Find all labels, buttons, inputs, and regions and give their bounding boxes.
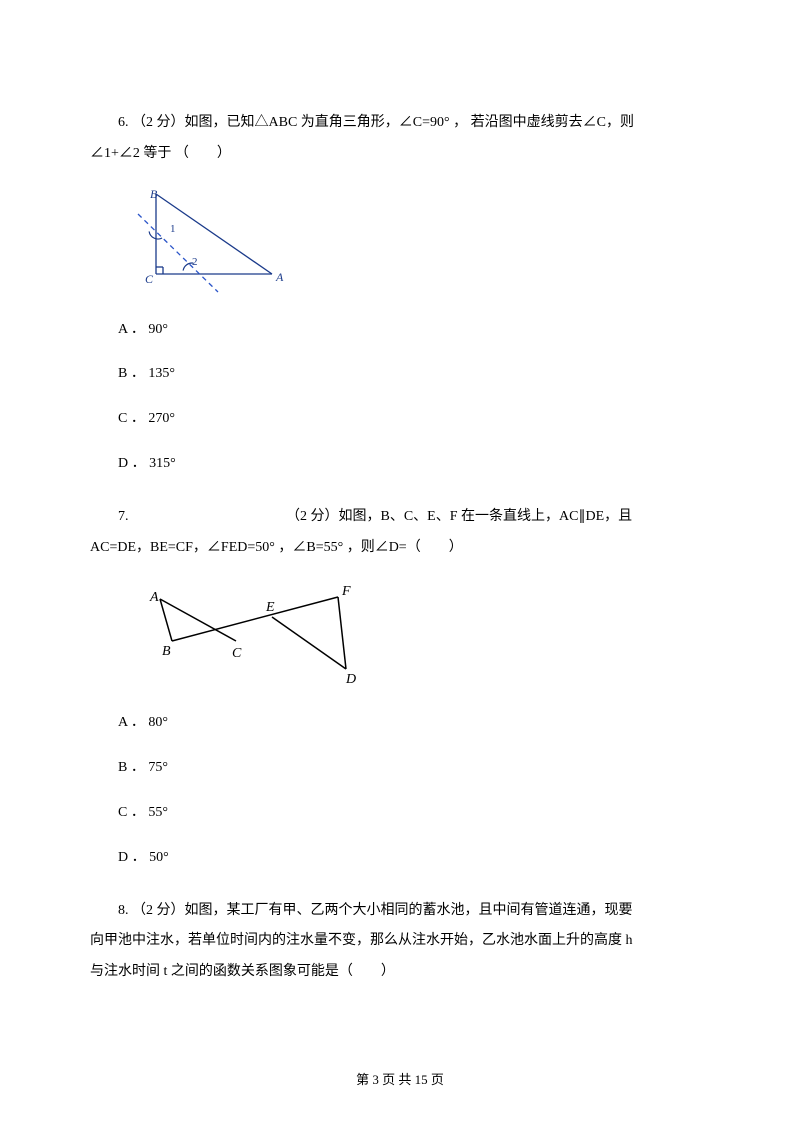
q6-stem-line2: ∠1+∠2 等于 （ ） (90, 139, 710, 170)
q8-line1: 8. （2 分）如图，某工厂有甲、乙两个大小相同的蓄水池，且中间有管道连通，现要 (90, 896, 710, 927)
svg-text:B: B (162, 644, 171, 659)
question-6: 6. （2 分）如图，已知△ABC 为直角三角形，∠C=90° ， 若沿图中虚线… (90, 108, 710, 480)
question-8: 8. （2 分）如图，某工厂有甲、乙两个大小相同的蓄水池，且中间有管道连通，现要… (90, 896, 710, 988)
svg-text:C: C (145, 272, 154, 286)
q6-option-b: B ． 135° (90, 359, 710, 390)
svg-text:A: A (149, 590, 159, 605)
q6-option-a: A ． 90° (90, 315, 710, 346)
q6-stem-line1: 6. （2 分）如图，已知△ABC 为直角三角形，∠C=90° ， 若沿图中虚线… (90, 108, 710, 139)
q7-num: 7. (118, 509, 132, 524)
footer-total: 15 (415, 1072, 428, 1087)
q6-svg: B C A 1 2 (132, 188, 287, 293)
q6-option-d: D ． 315° (90, 449, 710, 480)
page-footer: 第 3 页 共 15 页 (0, 1069, 800, 1088)
q7-option-a: A ． 80° (90, 708, 710, 739)
svg-text:C: C (232, 646, 242, 661)
q7-figure: A B C E F D (132, 581, 710, 686)
q7-stem-line2: AC=DE，BE=CF，∠FED=50° ，∠B=55° ，则∠D=（ ） (90, 533, 710, 564)
q6-option-c: C ． 270° (90, 404, 710, 435)
svg-text:D: D (345, 672, 356, 686)
footer-post: 页 (428, 1072, 444, 1087)
q7-stem-mid: （2 分）如图，B、C、E、F 在一条直线上，AC∥DE，且 (286, 509, 632, 524)
q6-figure: B C A 1 2 (132, 188, 710, 293)
svg-text:B: B (150, 188, 158, 201)
q8-line3: 与注水时间 t 之间的函数关系图象可能是（ ） (90, 957, 710, 988)
q7-svg: A B C E F D (132, 581, 382, 686)
question-7: 7. （2 分）如图，B、C、E、F 在一条直线上，AC∥DE，且 AC=DE，… (90, 502, 710, 874)
q6-options: A ． 90° B ． 135° C ． 270° D ． 315° (90, 315, 710, 480)
svg-text:F: F (341, 584, 351, 599)
q7-stem-line1: 7. （2 分）如图，B、C、E、F 在一条直线上，AC∥DE，且 (90, 502, 710, 533)
q7-option-c: C ． 55° (90, 798, 710, 829)
q8-line2: 向甲池中注水，若单位时间内的注水量不变，那么从注水开始，乙水池水面上升的高度 h (90, 926, 710, 957)
svg-text:1: 1 (170, 223, 176, 235)
page-content: 6. （2 分）如图，已知△ABC 为直角三角形，∠C=90° ， 若沿图中虚线… (0, 0, 800, 988)
footer-mid: 页 共 (379, 1072, 415, 1087)
q7-option-d: D ． 50° (90, 843, 710, 874)
svg-text:E: E (265, 600, 275, 615)
q7-options: A ． 80° B ． 75° C ． 55° D ． 50° (90, 708, 710, 873)
svg-text:A: A (275, 270, 284, 284)
footer-pre: 第 (356, 1072, 372, 1087)
svg-text:2: 2 (192, 256, 198, 268)
q7-option-b: B ． 75° (90, 753, 710, 784)
